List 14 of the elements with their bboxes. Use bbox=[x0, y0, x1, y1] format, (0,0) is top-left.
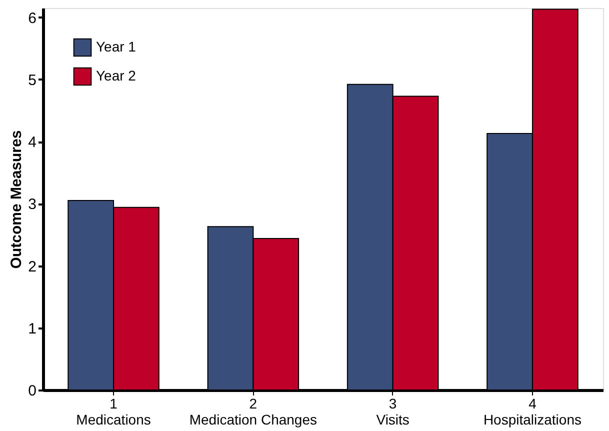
y-tick-label: 6 bbox=[28, 10, 36, 27]
legend-label: Year 2 bbox=[96, 68, 136, 84]
x-tick-label: 2 Medication Changes bbox=[189, 396, 317, 428]
x-tick-label: 4 Hospitalizations bbox=[483, 396, 582, 428]
y-tick-label: 0 bbox=[28, 382, 36, 400]
y-tick-label: 3 bbox=[28, 196, 36, 214]
y-tick-label: 1 bbox=[28, 320, 36, 338]
y-axis-title: Outcome Measures bbox=[8, 130, 26, 269]
y-tick-label: 5 bbox=[28, 72, 36, 89]
x-tick-label: 3 Visits bbox=[376, 396, 410, 428]
legend-label: Year 1 bbox=[96, 38, 136, 54]
x-tick-label: 1 Medications bbox=[76, 396, 151, 428]
y-tick-label: 4 bbox=[28, 134, 36, 152]
y-tick-label: 2 bbox=[28, 258, 36, 276]
